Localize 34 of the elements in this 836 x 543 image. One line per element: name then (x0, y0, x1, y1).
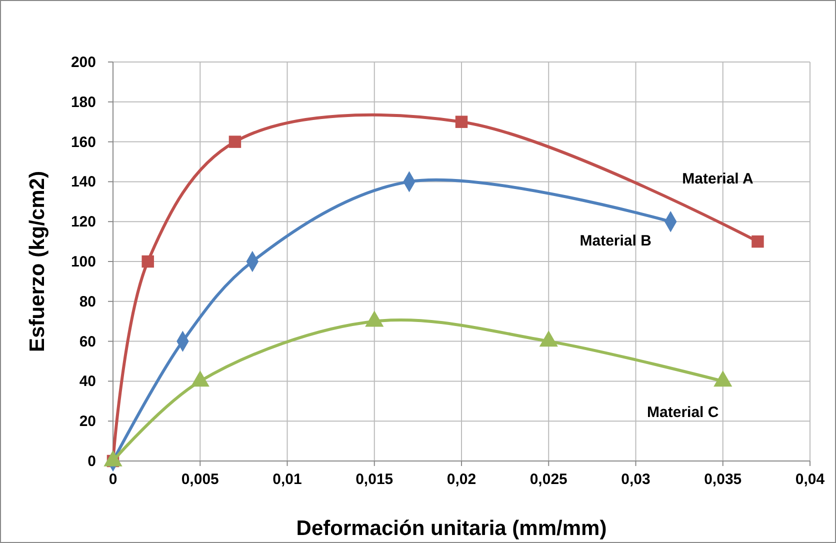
x-axis-title: Deformación unitaria (mm/mm) (296, 517, 607, 540)
y-tick-label: 180 (70, 94, 96, 111)
series-label: Material C (647, 404, 719, 422)
x-tick-label: 0,01 (272, 471, 302, 488)
y-tick-label: 60 (79, 333, 96, 350)
x-tick-label: 0,035 (704, 471, 742, 488)
x-tick-label: 0 (108, 471, 118, 488)
x-tick-label: 0,04 (795, 471, 826, 488)
series-label: Material B (580, 232, 652, 250)
point (752, 235, 764, 248)
y-tick-label: 80 (79, 293, 96, 310)
x-tick-label: 0,005 (181, 471, 219, 488)
y-tick-label: 40 (79, 373, 96, 390)
y-tick-label: 160 (70, 134, 96, 151)
x-tick-label: 0,02 (446, 471, 476, 488)
y-tick-label: 0 (88, 453, 96, 470)
point (104, 450, 122, 466)
x-tick-label: 0,025 (530, 471, 568, 488)
y-tick-label: 20 (79, 413, 96, 430)
y-axis-title: Esfuerzo (kg/cm2) (26, 171, 49, 352)
series-label: Material A (682, 170, 754, 188)
y-tick-label: 120 (70, 214, 96, 231)
y-tick-label: 100 (70, 254, 96, 270)
point (228, 136, 242, 148)
x-tick-label: 0,015 (356, 471, 394, 488)
point (365, 310, 384, 327)
y-tick-label: 140 (70, 174, 96, 191)
point (539, 330, 558, 347)
x-tick-label: 0,03 (621, 471, 650, 488)
point (190, 370, 210, 387)
y-tick-label: 200 (70, 54, 96, 71)
point (142, 255, 154, 268)
point (455, 116, 468, 128)
point (714, 370, 732, 387)
